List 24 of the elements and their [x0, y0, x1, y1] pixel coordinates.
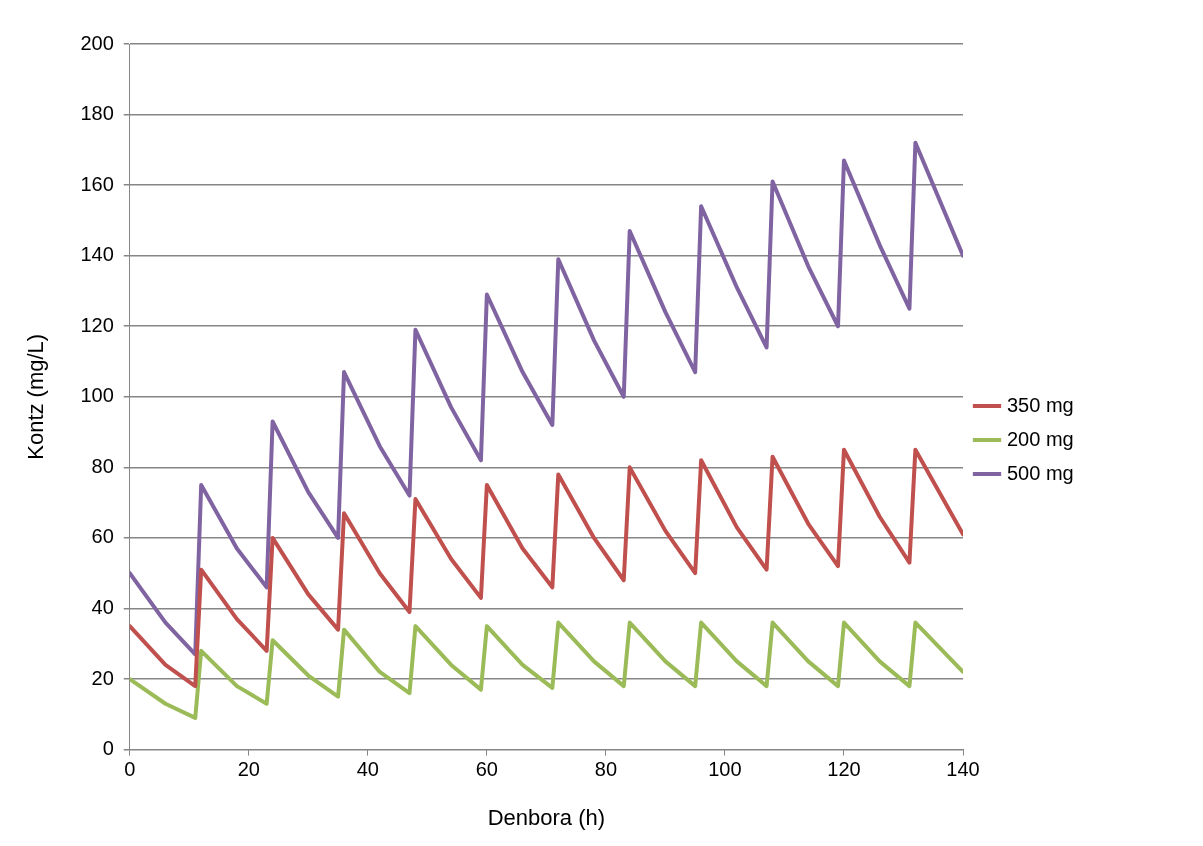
y-tick-label: 0	[102, 737, 114, 760]
y-tick-label: 80	[91, 454, 114, 477]
legend-label: 500 mg	[1007, 461, 1074, 484]
y-tick-label: 40	[91, 596, 114, 618]
y-tick-label: 180	[80, 102, 114, 125]
x-tick-label: 40	[356, 758, 379, 781]
x-tick-label: 60	[475, 758, 498, 781]
y-tick-label: 160	[80, 172, 114, 195]
y-tick-label: 120	[80, 313, 114, 336]
legend-label: 200 mg	[1007, 427, 1074, 450]
x-axis-title: Denbora (h)	[487, 804, 606, 830]
y-tick-label: 200	[80, 31, 114, 54]
x-tick-label: 100	[708, 758, 742, 781]
y-tick-label: 20	[91, 666, 114, 689]
x-tick-label: 0	[124, 758, 136, 781]
y-tick-label: 100	[80, 384, 114, 407]
y-tick-label: 140	[80, 243, 114, 266]
legend-label: 350 mg	[1007, 393, 1074, 416]
x-tick-label: 20	[237, 758, 260, 781]
y-axis-title: Kontz (mg/L)	[23, 333, 49, 460]
x-tick-label: 140	[946, 758, 980, 781]
x-tick-label: 80	[594, 758, 618, 781]
y-tick-label: 60	[91, 525, 114, 548]
x-tick-label: 120	[827, 758, 861, 781]
